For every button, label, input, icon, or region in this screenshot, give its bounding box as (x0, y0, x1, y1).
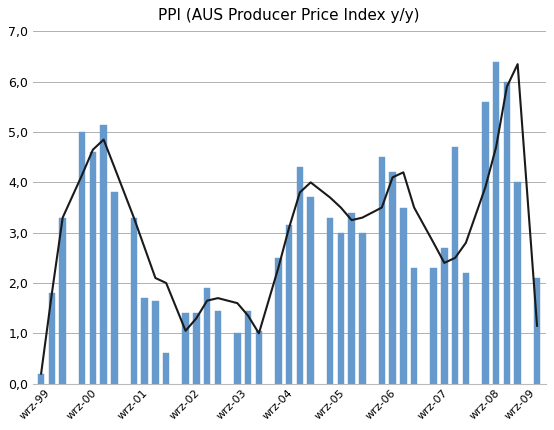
Bar (515, 182, 521, 384)
Bar (400, 208, 407, 384)
Bar (193, 313, 199, 384)
Bar (59, 218, 66, 384)
Bar (111, 193, 117, 384)
Bar (482, 102, 489, 384)
Bar (90, 152, 96, 384)
Bar (348, 212, 355, 384)
Bar (337, 233, 344, 384)
Bar (215, 311, 221, 384)
Bar (327, 218, 334, 384)
Bar (100, 125, 107, 384)
Bar (493, 61, 499, 384)
Bar (152, 301, 158, 384)
Bar (286, 225, 293, 384)
Bar (131, 218, 137, 384)
Bar (275, 258, 281, 384)
Bar (411, 268, 417, 384)
Bar (245, 311, 252, 384)
Bar (182, 313, 189, 384)
Bar (255, 331, 262, 384)
Bar (307, 197, 314, 384)
Bar (441, 248, 448, 384)
Bar (296, 167, 303, 384)
Bar (452, 147, 458, 384)
Bar (141, 298, 148, 384)
Bar (378, 157, 385, 384)
Bar (389, 172, 396, 384)
Bar (234, 333, 240, 384)
Bar (163, 353, 170, 384)
Bar (38, 374, 44, 384)
Bar (430, 268, 437, 384)
Bar (504, 82, 510, 384)
Title: PPI (AUS Producer Price Index y/y): PPI (AUS Producer Price Index y/y) (158, 8, 420, 23)
Bar (79, 132, 85, 384)
Bar (534, 278, 540, 384)
Bar (204, 288, 211, 384)
Bar (49, 293, 55, 384)
Bar (463, 273, 469, 384)
Bar (359, 233, 366, 384)
